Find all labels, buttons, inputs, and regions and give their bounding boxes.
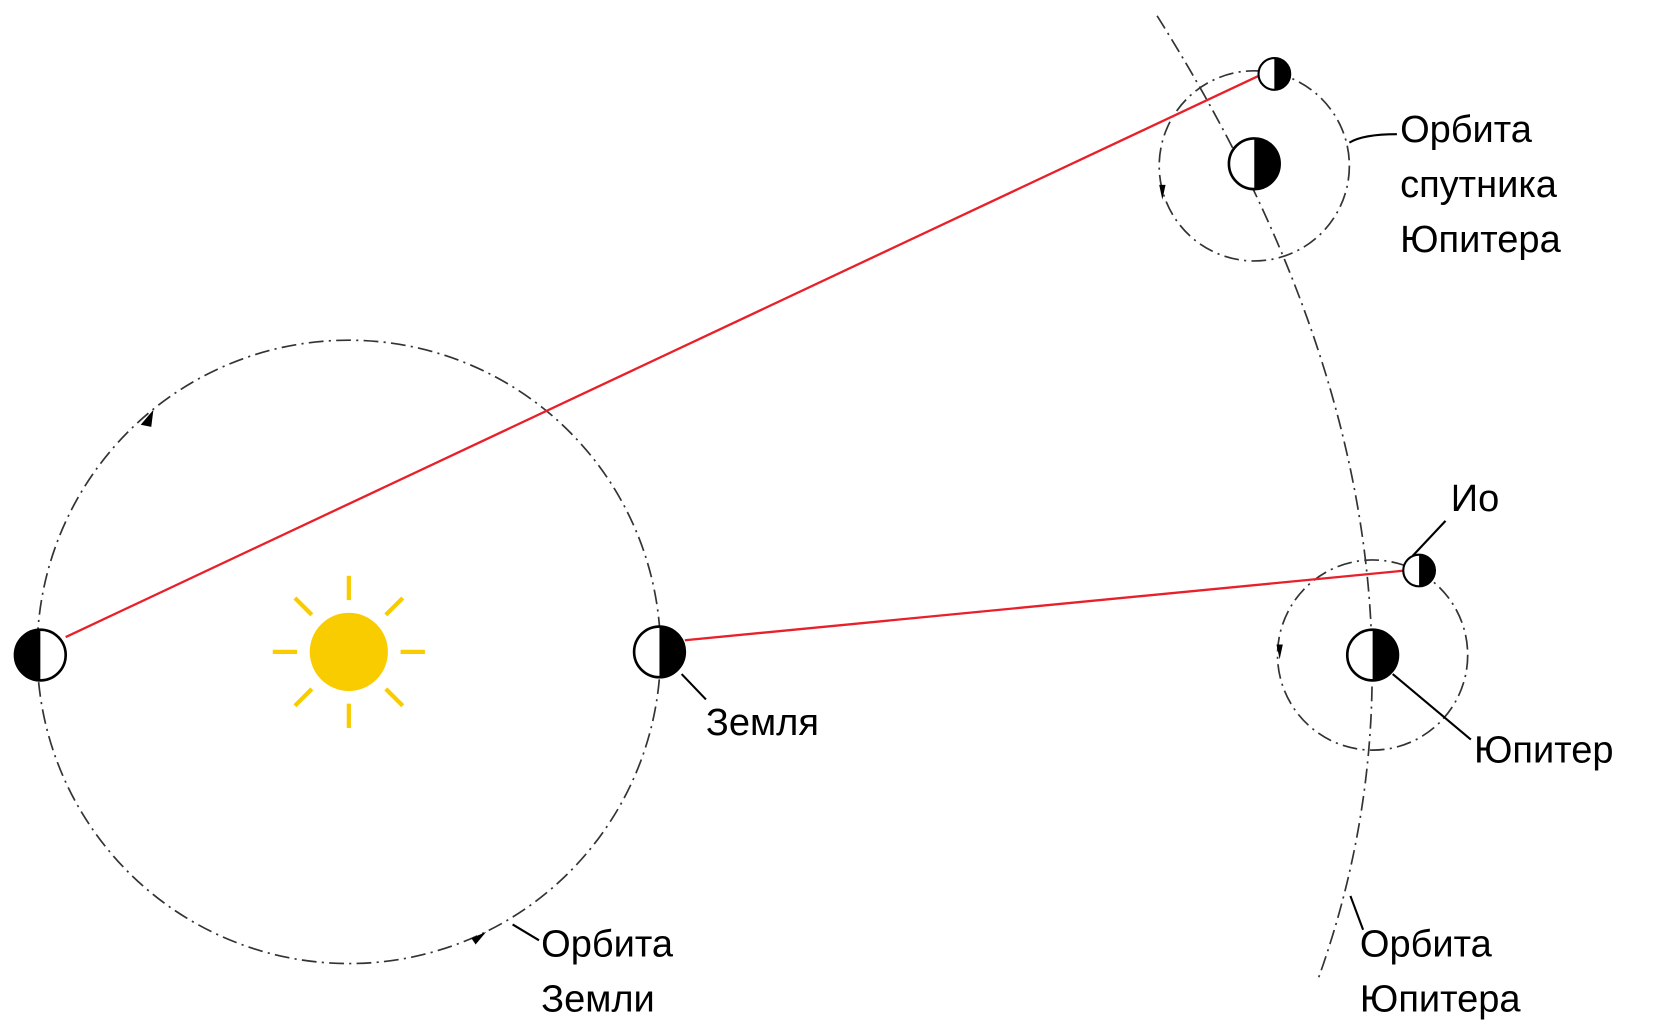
label: Юпитера xyxy=(1400,219,1561,261)
label: Орбита xyxy=(1400,109,1533,151)
label: Юпитера xyxy=(1360,979,1521,1021)
arrow xyxy=(140,409,154,427)
label: спутника xyxy=(1400,164,1558,206)
label: Земля xyxy=(706,702,819,744)
earth xyxy=(632,625,687,679)
leader xyxy=(1392,673,1472,741)
leader xyxy=(1411,520,1447,557)
label: Ио xyxy=(1451,478,1499,520)
leader xyxy=(680,673,707,701)
sun xyxy=(272,575,425,728)
io xyxy=(1402,553,1437,588)
light-path xyxy=(684,569,1406,642)
moon-upper xyxy=(1257,57,1292,91)
arrow xyxy=(1159,184,1166,200)
label: Юпитер xyxy=(1474,729,1614,771)
label: Земли xyxy=(541,979,655,1021)
leader xyxy=(512,923,540,942)
satellite-orbit-upper xyxy=(1158,69,1351,262)
leader xyxy=(1348,133,1397,144)
label: Орбита xyxy=(541,924,674,966)
leader xyxy=(1349,895,1365,931)
satellite-orbit-lower xyxy=(1276,559,1469,751)
jupiter xyxy=(1345,628,1400,682)
light-path xyxy=(65,72,1264,639)
arrow xyxy=(1276,644,1283,660)
earth-left xyxy=(13,628,68,682)
label: Орбита xyxy=(1360,924,1493,966)
jupiter-upper xyxy=(1227,137,1281,191)
arrow xyxy=(471,931,487,945)
